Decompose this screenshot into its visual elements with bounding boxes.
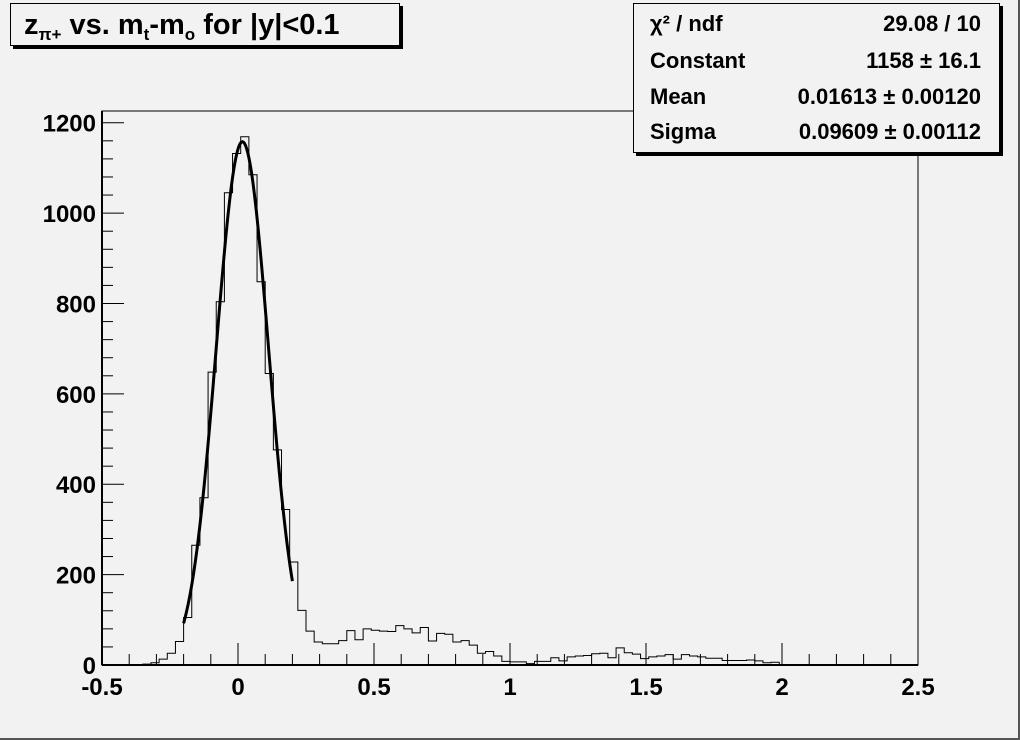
stats-label: Sigma [650,119,717,144]
y-tick-label: 1200 [43,111,96,138]
title-text: vs. m [61,9,144,41]
y-tick-label: 400 [56,472,96,499]
stats-value: 0.01613 ± 0.00120 [797,84,981,109]
title-text: -m [149,9,185,41]
histogram-outline [102,136,918,666]
y-tick-label: 0 [83,653,96,680]
stats-value: 1158 ± 16.1 [866,48,981,73]
fit-stats-box: χ² / ndf 29.08 / 10 Constant 1158 ± 16.1 M… [633,3,1000,153]
x-tick-label: -0.5 [81,674,122,701]
x-tick-label: 0 [231,674,244,701]
title-subscript: o [184,25,196,44]
stats-value: 29.08 / 10 [883,11,981,36]
stats-label: Constant [650,48,746,73]
y-tick-label: 1000 [43,201,96,228]
stats-label: χ² / ndf [650,11,723,36]
stats-value: 0.09609 ± 0.00112 [798,119,981,144]
y-tick-label: 600 [56,382,96,409]
stats-row-sigma: Sigma 0.09609 ± 0.00112 [650,114,981,150]
x-tick-label: 2.5 [901,674,934,701]
x-tick-label: 2 [775,674,788,701]
x-tick-label: 1.5 [629,674,662,701]
stats-row-constant: Constant 1158 ± 16.1 [650,43,981,79]
x-tick-label: 1 [503,674,516,701]
gaussian-fit-curve [182,140,294,624]
chart-title: zπ+ vs. mt-mo for |y|<0.1 [10,3,400,46]
title-text: for |y|<0.1 [195,9,340,41]
title-subscript: π+ [38,25,62,44]
title-subscript: t [143,25,150,44]
y-tick-label: 800 [56,291,96,318]
stats-row-chi2: χ² / ndf 29.08 / 10 [650,6,981,42]
stats-row-mean: Mean 0.01613 ± 0.00120 [650,79,981,115]
title-text: z [24,9,39,41]
x-tick-label: 0.5 [357,674,390,701]
y-tick-label: 200 [56,563,96,590]
stats-label: Mean [650,84,707,109]
